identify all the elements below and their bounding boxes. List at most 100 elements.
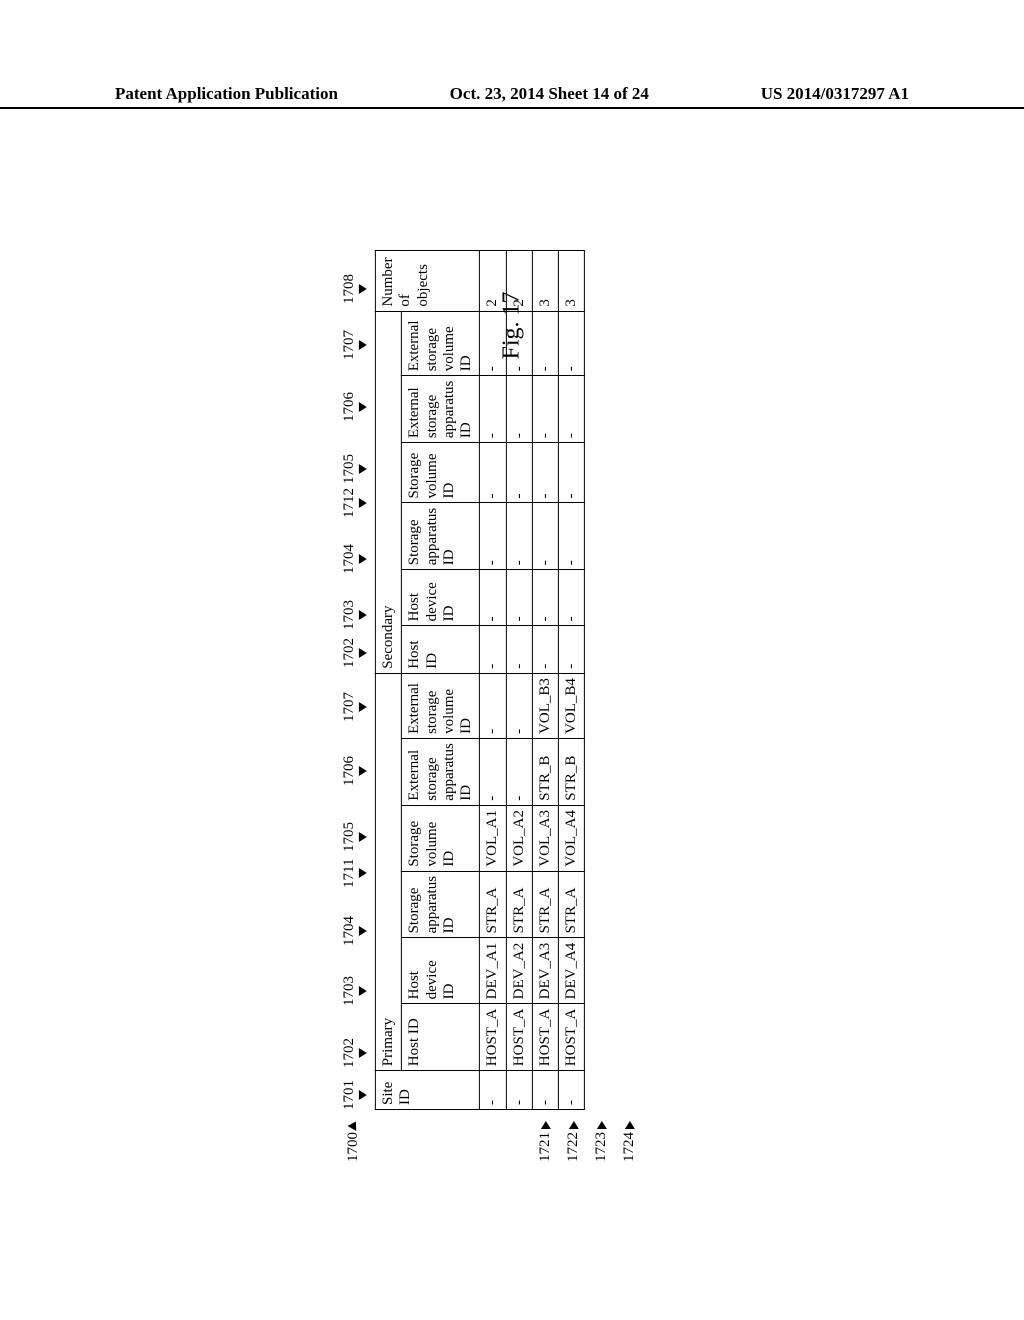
th-s-host-id: Host ID <box>402 626 480 673</box>
cell-p_evol: - <box>506 673 532 738</box>
cell-s_host: - <box>558 626 584 673</box>
cell-s_eapp: - <box>480 376 506 443</box>
th-site-id: Site ID <box>375 1071 479 1110</box>
table-row: -HOST_ADEV_A3STR_AVOL_A3STR_BVOL_B3-----… <box>532 251 558 1110</box>
row-ref-text: 1723 <box>593 1132 610 1162</box>
cell-p_dev: DEV_A1 <box>480 938 506 1004</box>
row-ref-label: 1724 <box>621 1121 638 1162</box>
row-ref-tick <box>596 1121 606 1129</box>
table-row: -HOST_ADEV_A2STR_AVOL_A2--------2 <box>506 251 532 1110</box>
col-ref-tick <box>359 554 367 564</box>
cell-s_dev: - <box>558 570 584 626</box>
row-ref-text: 1721 <box>537 1132 554 1162</box>
cell-s_svol: - <box>506 443 532 503</box>
col-ref-label: 1712 <box>341 488 367 518</box>
col-ref-tick <box>359 868 367 878</box>
row-ref-tick <box>540 1121 550 1129</box>
col-ref-tick <box>359 926 367 936</box>
cell-s_evol: - <box>506 311 532 376</box>
col-ref-label: 1707 <box>341 330 367 360</box>
col-ref-label: 1705 <box>341 822 367 852</box>
col-ref-tick <box>359 402 367 412</box>
cell-p_host: HOST_A <box>532 1004 558 1071</box>
col-ref-tick <box>359 340 367 350</box>
col-ref-label: 1707 <box>341 692 367 722</box>
cell-s_eapp: - <box>506 376 532 443</box>
cell-p_host: HOST_A <box>558 1004 584 1071</box>
th-secondary: Secondary <box>375 311 401 673</box>
cell-p_eapp: - <box>506 738 532 805</box>
th-s-storage-app-id: Storage apparatus ID <box>402 503 480 570</box>
row-ref-text: 1722 <box>565 1132 582 1162</box>
cell-p_sapp: STR_A <box>532 871 558 938</box>
th-s-storage-vol-id: Storage volume ID <box>402 443 480 503</box>
page-header: Patent Application Publication Oct. 23, … <box>0 84 1024 109</box>
cell-num: 2 <box>506 251 532 312</box>
cell-s_evol: - <box>532 311 558 376</box>
col-ref-text: 1706 <box>341 756 358 786</box>
col-ref-text: 1707 <box>341 692 358 722</box>
col-ref-tick <box>359 648 367 658</box>
col-ref-text: 1703 <box>341 976 358 1006</box>
th-p-ext-storage-app-id: External storage apparatus ID <box>402 738 480 805</box>
col-ref-text: 1706 <box>341 392 358 422</box>
cell-site: - <box>506 1071 532 1110</box>
col-ref-tick <box>359 284 367 294</box>
cell-p_host: HOST_A <box>480 1004 506 1071</box>
cell-p_dev: DEV_A4 <box>558 938 584 1004</box>
col-ref-text: 1702 <box>341 1038 358 1068</box>
th-p-storage-app-id: Storage apparatus ID <box>402 871 480 938</box>
header-right: US 2014/0317297 A1 <box>761 84 909 104</box>
th-primary: Primary <box>375 673 401 1070</box>
col-ref-label: 1702 <box>341 1038 367 1068</box>
cell-p_evol: - <box>480 673 506 738</box>
cell-s_dev: - <box>480 570 506 626</box>
cell-site: - <box>558 1071 584 1110</box>
col-ref-tick <box>359 464 367 474</box>
col-ref-label: 1703 <box>341 976 367 1006</box>
col-ref-label: 1708 <box>341 274 367 304</box>
cell-s_host: - <box>532 626 558 673</box>
header-left: Patent Application Publication <box>115 84 338 104</box>
cell-p_svol: VOL_A2 <box>506 805 532 871</box>
col-ref-tick <box>359 702 367 712</box>
cell-site: - <box>532 1071 558 1110</box>
table-wrapper: 1700 17011702170317041711170517061707170… <box>375 250 585 1110</box>
col-ref-label: 1711 <box>341 859 367 888</box>
cell-site: - <box>480 1071 506 1110</box>
th-s-ext-storage-app-id: External storage apparatus ID <box>402 376 480 443</box>
figure-body: 1700 17011702170317041711170517061707170… <box>375 250 585 1110</box>
th-p-ext-storage-vol-id: External storage volume ID <box>402 673 480 738</box>
col-ref-text: 1704 <box>341 916 358 946</box>
table-body: -HOST_ADEV_A1STR_AVOL_A1--------2-HOST_A… <box>480 251 585 1110</box>
col-ref-label: 1706 <box>341 756 367 786</box>
th-p-storage-vol-id: Storage volume ID <box>402 805 480 871</box>
col-ref-tick <box>359 610 367 620</box>
cell-s_sapp: - <box>506 503 532 570</box>
col-ref-text: 1705 <box>341 454 358 484</box>
col-ref-tick <box>359 766 367 776</box>
row-ref-label: 1721 <box>537 1121 554 1162</box>
cell-s_sapp: - <box>532 503 558 570</box>
cell-s_evol: - <box>558 311 584 376</box>
cell-s_svol: - <box>480 443 506 503</box>
cell-s_dev: - <box>532 570 558 626</box>
cell-num: 3 <box>532 251 558 312</box>
col-ref-label: 1702 <box>341 638 367 668</box>
row-ref-tick <box>568 1121 578 1129</box>
col-ref-text: 1701 <box>341 1080 358 1110</box>
row-ref-text: 1724 <box>621 1132 638 1162</box>
cell-p_dev: DEV_A3 <box>532 938 558 1004</box>
table-ref-tick <box>347 1119 360 1131</box>
cell-s_evol: - <box>480 311 506 376</box>
col-ref-tick <box>359 832 367 842</box>
col-ref-text: 1712 <box>341 488 358 518</box>
col-ref-text: 1702 <box>341 638 358 668</box>
col-ref-label: 1701 <box>341 1080 367 1110</box>
th-p-host-id: Host ID <box>402 1004 480 1071</box>
th-num-objects: Number of objects <box>375 251 479 312</box>
col-ref-label: 1706 <box>341 392 367 422</box>
table-ref-label: 1700 <box>345 1121 362 1162</box>
th-p-host-dev-id: Host device ID <box>402 938 480 1004</box>
col-ref-tick <box>359 1090 367 1100</box>
